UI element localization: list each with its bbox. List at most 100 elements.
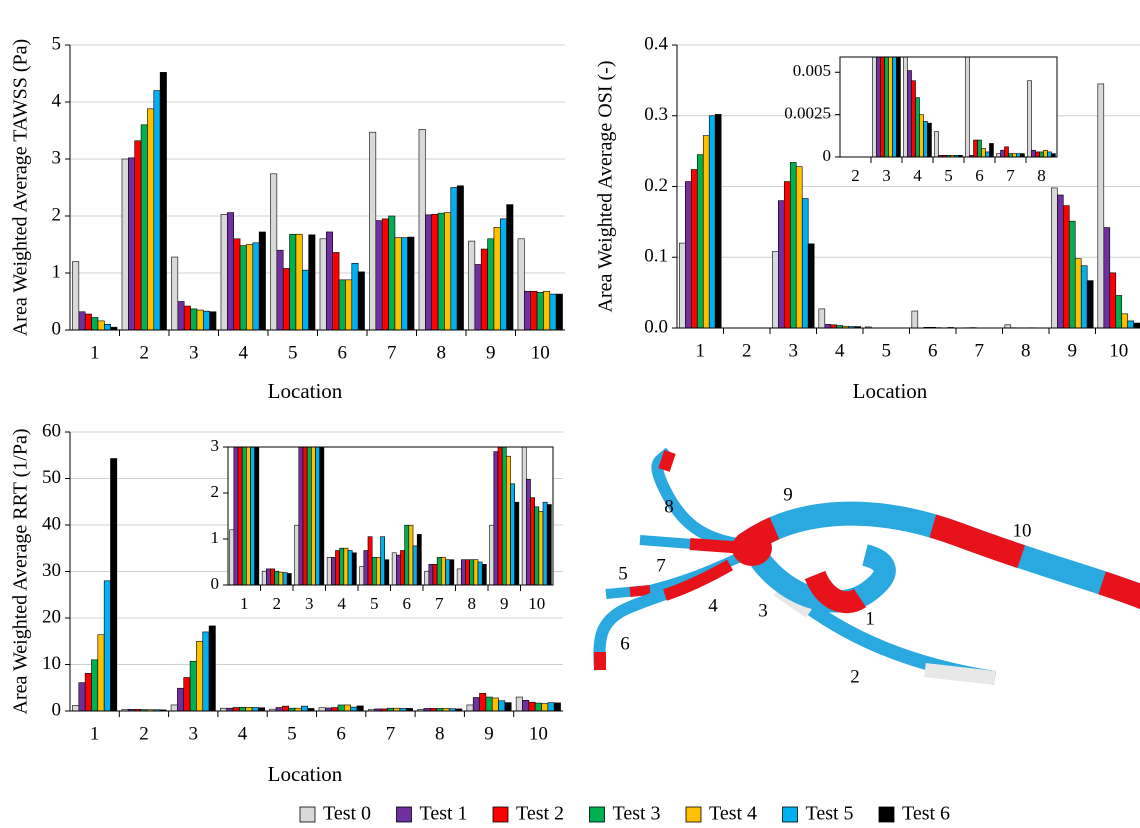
bar	[1051, 187, 1058, 329]
bar	[1043, 149, 1048, 157]
bar	[510, 483, 515, 585]
x-tick-label: 6	[928, 340, 938, 361]
vessel-branch-8	[651, 447, 746, 551]
bar	[522, 700, 530, 712]
bar	[391, 552, 397, 585]
bar	[196, 309, 204, 331]
y-tick-label: 30	[42, 560, 61, 581]
bar	[485, 696, 493, 712]
bar	[915, 97, 920, 157]
legend-swatch	[396, 806, 412, 823]
bar	[501, 447, 507, 585]
y-tick-label: 10	[42, 653, 61, 674]
x-tick-label: 4	[913, 166, 922, 185]
bar	[84, 673, 92, 712]
bar	[473, 559, 479, 585]
bar	[1121, 313, 1129, 329]
bar	[436, 557, 442, 585]
y-tick-label: 4	[52, 90, 62, 111]
vessel-junction	[732, 530, 772, 566]
x-tick-label: 7	[435, 594, 444, 613]
bar	[702, 135, 710, 329]
x-tick-label: 2	[139, 723, 149, 744]
bar	[357, 271, 365, 331]
bar	[425, 214, 433, 331]
bar	[428, 563, 434, 585]
bar	[493, 451, 499, 585]
bar	[110, 458, 118, 712]
x-tick-label: 5	[882, 340, 892, 361]
bar	[506, 204, 514, 331]
bar	[282, 268, 290, 331]
bar	[919, 114, 924, 157]
bar	[103, 323, 111, 331]
bar	[245, 706, 253, 712]
bar	[685, 181, 692, 329]
diagram-label: 9	[783, 484, 793, 505]
bar	[128, 157, 136, 331]
bar	[1097, 83, 1105, 329]
x-tick-label: 4	[239, 342, 249, 363]
bar	[301, 705, 308, 712]
bar	[538, 511, 544, 585]
bar	[363, 550, 369, 585]
bar	[404, 524, 410, 585]
y-axis-title: Area Weighted Average OSI (-)	[595, 61, 617, 313]
bar	[872, 57, 877, 157]
bar	[308, 234, 316, 331]
x-axis-title: Location	[268, 379, 343, 403]
bar	[696, 154, 704, 329]
y-tick-label: 0.1	[644, 246, 668, 267]
x-tick-label: 2	[851, 166, 860, 185]
bar	[789, 162, 797, 329]
x-tick-label: 9	[486, 342, 496, 363]
x-tick-label: 5	[288, 342, 298, 363]
bar	[72, 705, 80, 712]
bar	[140, 124, 148, 331]
inset-frame	[227, 446, 554, 586]
x-tick-label: 2	[140, 342, 150, 363]
bar	[416, 534, 422, 585]
bars	[72, 72, 563, 331]
x-tick-label: 7	[387, 342, 397, 363]
y-tick-label: 3	[52, 147, 62, 168]
bar	[274, 570, 280, 585]
bar	[177, 687, 185, 712]
bar	[1133, 322, 1140, 329]
x-tick-label: 10	[529, 723, 548, 744]
bar	[517, 238, 525, 331]
bar	[384, 559, 390, 585]
bar	[233, 238, 241, 331]
x-tick-label: 4	[238, 723, 248, 744]
bar	[407, 236, 415, 331]
bar	[477, 561, 483, 585]
vessel-branch-2-end	[924, 663, 996, 685]
bar	[190, 308, 198, 331]
bar	[1068, 220, 1076, 329]
bar	[326, 231, 334, 331]
bars	[872, 57, 1056, 157]
bar	[534, 702, 542, 712]
bar	[319, 447, 325, 585]
bar	[183, 305, 191, 331]
bar	[965, 57, 970, 157]
bar	[996, 153, 1001, 157]
bar	[708, 115, 716, 329]
bar	[276, 249, 284, 331]
y-tick-label: 0.4	[644, 33, 668, 54]
bar	[326, 557, 332, 585]
x-tick-label: 3	[189, 342, 199, 363]
bar	[547, 702, 555, 712]
bar	[555, 293, 563, 331]
bar	[896, 57, 901, 157]
bar	[456, 568, 462, 585]
bar	[480, 248, 488, 331]
bar	[437, 212, 445, 331]
x-tick-label: 8	[1037, 166, 1046, 185]
bar	[388, 215, 396, 331]
bar	[469, 559, 475, 585]
bar	[97, 320, 105, 331]
bar	[1109, 272, 1117, 329]
y-tick-label: 0.2	[644, 175, 668, 196]
bar	[714, 114, 722, 329]
